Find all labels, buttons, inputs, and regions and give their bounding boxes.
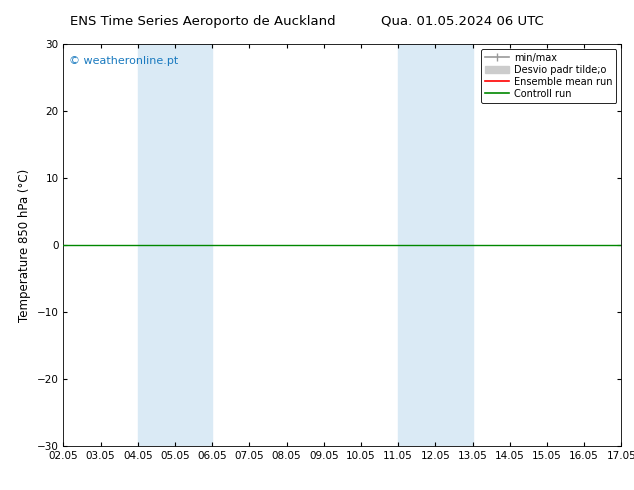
Bar [398,44,472,446]
Text: © weatheronline.pt: © weatheronline.pt [69,56,178,66]
Y-axis label: Temperature 850 hPa (°C): Temperature 850 hPa (°C) [18,169,31,321]
Text: Qua. 01.05.2024 06 UTC: Qua. 01.05.2024 06 UTC [382,15,544,28]
Text: ENS Time Series Aeroporto de Auckland: ENS Time Series Aeroporto de Auckland [70,15,335,28]
Legend: min/max, Desvio padr tilde;o, Ensemble mean run, Controll run: min/max, Desvio padr tilde;o, Ensemble m… [481,49,616,102]
Bar [138,44,212,446]
